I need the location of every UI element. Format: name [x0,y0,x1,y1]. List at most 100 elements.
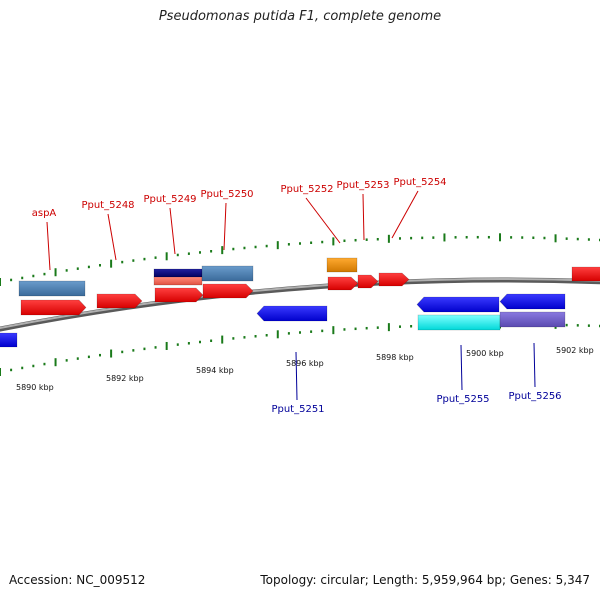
gene-labels: 5890 kbp 5892 kbp 5894 kbp 5896 kbp 5898 kbp… [16,177,594,415]
cds-forward-aspA [20,299,87,316]
misc-purple-pput-5256 [499,311,566,328]
forward-tick [21,276,24,280]
reverse-tick [310,330,313,333]
forward-tick [465,235,468,239]
gene-leader-line [223,202,227,251]
misc-navy-pput-5249 [153,268,203,278]
reverse-tick [187,342,190,345]
reverse-tick [399,325,401,328]
kbp-label: 5896 kbp [286,359,324,368]
reverse-tick [199,340,201,344]
forward-tick [132,259,135,262]
reverse-tick [54,358,57,367]
forward-tick [543,236,546,240]
reverse-tick [65,359,68,362]
forward-tick [443,233,446,242]
kbp-label: 5902 kbp [556,346,594,355]
map-title: Pseudomonas putida F1, complete genome [158,9,442,24]
forward-tick [365,238,368,241]
reverse-tick [99,353,101,357]
cds-forward-pput-5250 [202,283,254,299]
forward-tick [254,245,257,249]
feature-tracks [0,257,600,348]
reverse-tick [265,334,268,337]
forward-tick [210,250,213,253]
reverse-tick [32,364,35,368]
accession-text: Accession: NC_009512 [9,573,146,587]
forward-tick [99,264,101,267]
gene-label[interactable]: Pput_5251 [271,404,324,415]
gene-label[interactable]: Pput_5254 [393,177,446,188]
forward-tick [410,236,413,240]
misc-salmon-pput-5249 [153,276,203,286]
reverse-tick [587,324,590,327]
forward-tick [110,259,113,268]
forward-tick [421,236,424,240]
forward-tick [499,233,501,242]
forward-tick [432,236,435,239]
forward-tick [199,251,201,254]
backbone-line [0,277,600,332]
forward-tick [32,274,35,278]
kbp-label: 5900 kbp [466,349,504,358]
forward-tick [87,265,90,269]
reverse-tick [132,349,135,352]
reverse-tick [76,357,79,360]
reverse-tick [43,362,46,366]
cds-forward-pput-5254 [378,272,410,287]
gene-label[interactable]: Pput_5252 [280,184,333,195]
forward-tick [565,237,568,240]
forward-tick [587,238,590,241]
gene-label[interactable]: aspA [32,208,57,219]
reverse-tick [376,326,379,329]
reverse-tick [121,350,124,354]
reverse-tick [332,326,335,335]
cds-reverse-edge [0,332,18,348]
reverse-tick [221,335,224,344]
forward-tick [121,260,124,264]
forward-tick [576,237,579,241]
forward-tick [76,267,79,270]
gene-leader-line [295,351,298,401]
reverse-tick [354,327,357,331]
forward-tick [232,247,235,251]
gene-label[interactable]: Pput_5250 [200,189,253,200]
forward-tick [176,253,179,257]
gene-label[interactable]: Pput_5255 [436,394,489,405]
genome-backbone [0,277,600,332]
gene-leader-line [533,342,536,388]
reverse-tick [387,323,390,332]
reverse-tick [176,343,179,346]
reverse-tick [254,335,257,338]
reverse-tick [0,368,1,376]
reverse-tick [21,366,24,370]
coordinate-ticks [0,233,600,376]
forward-tick [165,252,168,261]
forward-tick [276,241,279,250]
forward-tick [154,256,157,259]
reverse-tick [243,336,246,339]
forward-tick [510,236,513,239]
reverse-tick [87,355,90,359]
reverse-tick [287,332,290,335]
forward-tick [454,236,457,239]
cds-reverse-pput-5251 [256,305,328,322]
reverse-tick [110,349,113,358]
reverse-tick [410,324,413,328]
misc-cyan-pput-5255 [417,314,501,331]
cds-reverse-pput-5255 [416,296,500,313]
gene-label[interactable]: Pput_5249 [143,194,196,205]
gene-label[interactable]: Pput_5248 [81,200,134,211]
forward-tick [399,237,401,240]
gene-label[interactable]: Pput_5253 [336,180,389,191]
gene-label[interactable]: Pput_5256 [508,391,561,402]
forward-tick [43,272,46,276]
forward-tick [476,235,479,239]
forward-tick [0,278,1,286]
reverse-tick [321,329,324,333]
reverse-tick [343,328,346,331]
reverse-tick [576,324,579,327]
reverse-tick [10,368,13,372]
gene-leader-line [305,197,341,244]
